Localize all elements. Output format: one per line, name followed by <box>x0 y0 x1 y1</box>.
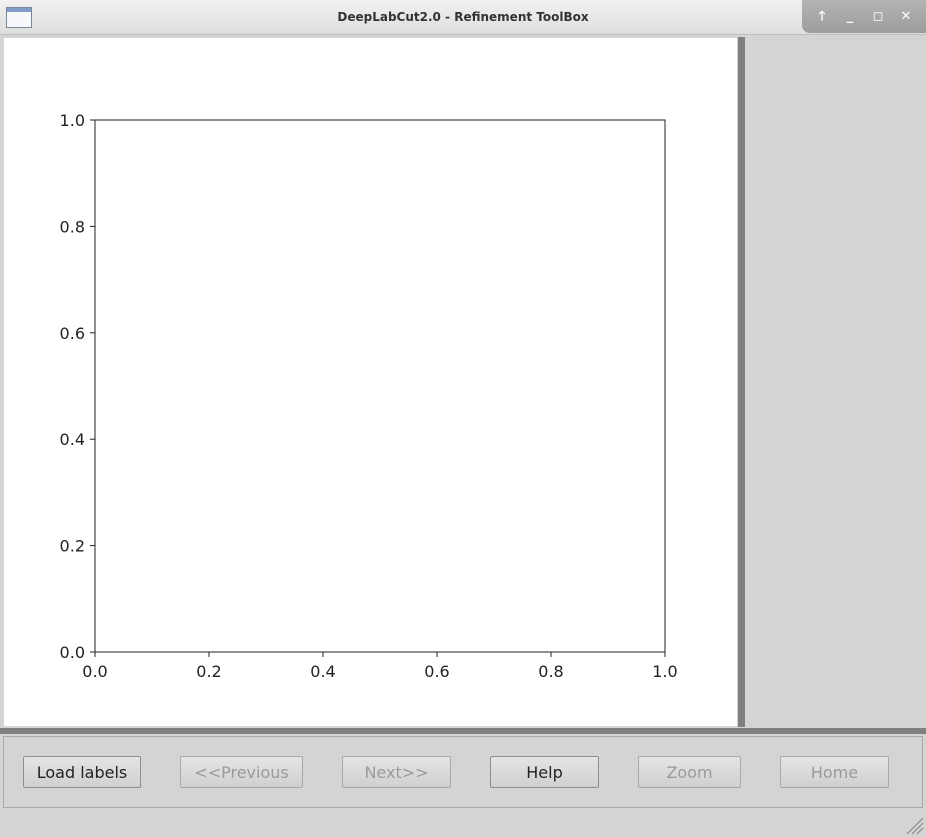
previous-button[interactable]: <<Previous <box>180 756 303 788</box>
axes-frame <box>95 120 665 652</box>
x-tick-label: 0.0 <box>82 662 107 681</box>
button-bar: Load labels <<Previous Next>> Help Zoom … <box>3 736 923 808</box>
y-tick-label: 0.6 <box>60 324 85 343</box>
x-tick-label: 0.4 <box>310 662 335 681</box>
window-controls: 🡑 _ ◻ ✕ <box>802 0 926 33</box>
up-arrow-icon[interactable]: 🡑 <box>812 7 832 27</box>
y-tick-label: 0.4 <box>60 430 85 449</box>
maximize-icon[interactable]: ◻ <box>868 7 888 27</box>
zoom-button[interactable]: Zoom <box>638 756 741 788</box>
vertical-splitter[interactable] <box>738 37 745 727</box>
y-tick-label: 0.2 <box>60 537 85 556</box>
resize-grip-icon[interactable] <box>902 813 924 835</box>
x-tick-label: 1.0 <box>652 662 677 681</box>
x-tick-label: 0.2 <box>196 662 221 681</box>
window-title: DeepLabCut2.0 - Refinement ToolBox <box>0 10 926 24</box>
y-tick-label: 1.0 <box>60 111 85 130</box>
load-labels-button[interactable]: Load labels <box>23 756 141 788</box>
home-button[interactable]: Home <box>780 756 889 788</box>
plot-svg: 0.0 0.2 0.4 0.6 0.8 1.0 0.0 0.2 0.4 0.6 0.8 1.0 <box>4 38 737 726</box>
next-button[interactable]: Next>> <box>342 756 451 788</box>
title-bar[interactable]: DeepLabCut2.0 - Refinement ToolBox 🡑 _ ◻… <box>0 0 926 35</box>
minimize-icon[interactable]: _ <box>840 7 860 27</box>
y-tick-label: 0.8 <box>60 217 85 236</box>
y-tick-label: 0.0 <box>60 643 85 662</box>
horizontal-splitter[interactable] <box>0 728 926 734</box>
side-panel <box>746 37 926 727</box>
x-tick-label: 0.8 <box>538 662 563 681</box>
plot-canvas[interactable]: 0.0 0.2 0.4 0.6 0.8 1.0 0.0 0.2 0.4 0.6 0.8 1.0 <box>4 38 737 726</box>
help-button[interactable]: Help <box>490 756 599 788</box>
close-icon[interactable]: ✕ <box>896 7 916 27</box>
x-tick-label: 0.6 <box>424 662 449 681</box>
axes: 0.0 0.2 0.4 0.6 0.8 1.0 0.0 0.2 0.4 0.6 0.8 1.0 <box>60 111 678 681</box>
